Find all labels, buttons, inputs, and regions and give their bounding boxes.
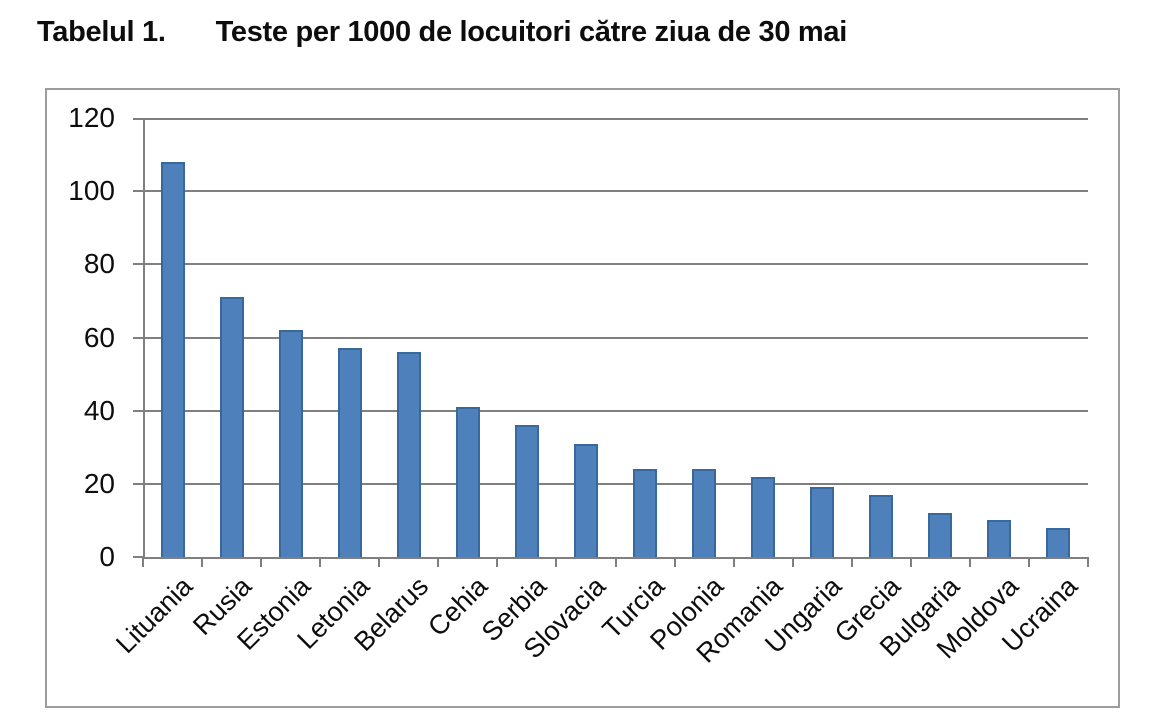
bar-lituania (161, 162, 185, 557)
gridline-40 (143, 410, 1088, 412)
y-tick-0 (133, 556, 145, 558)
x-axis-tick-0 (142, 557, 144, 567)
y-tick-label-60: 60 (83, 322, 115, 353)
x-axis-tick-12 (851, 557, 853, 567)
gridline-80 (143, 263, 1088, 265)
y-tick-label-100: 100 (68, 175, 115, 206)
x-axis-tick-3 (319, 557, 321, 567)
bar-serbia (515, 425, 539, 557)
bar-romania (751, 477, 775, 557)
bar-cehia (456, 407, 480, 557)
y-tick-label-0: 0 (99, 541, 115, 572)
bar-estonia (279, 330, 303, 557)
y-tick-label-20: 20 (83, 468, 115, 499)
x-axis-tick-5 (437, 557, 439, 567)
y-tick-label-120: 120 (68, 102, 115, 133)
x-axis-tick-10 (733, 557, 735, 567)
x-axis-tick-13 (910, 557, 912, 567)
bar-turcia (633, 469, 657, 557)
y-tick-20 (133, 483, 145, 485)
plot-area: 0 20 40 60 80 100 120 Lituania Rusia Estonia Leton… (68, 102, 1089, 669)
y-tick-80 (133, 263, 145, 265)
bar-bulgaria (928, 513, 952, 557)
y-tick-120 (133, 118, 145, 120)
bar-letonia (338, 348, 362, 557)
bar-belarus (397, 352, 421, 557)
y-tick-100 (133, 190, 145, 192)
bar-ungaria (810, 487, 834, 557)
gridline-60 (143, 337, 1088, 339)
x-axis-tick-4 (378, 557, 380, 567)
y-tick-label-80: 80 (83, 248, 115, 279)
chart-title: Tabelul 1. Teste per 1000 de locuitori că… (37, 16, 847, 49)
bar-slovacia (574, 444, 598, 557)
x-axis-tick-1 (201, 557, 203, 567)
bar-grecia (869, 495, 893, 557)
x-axis-tick-14 (969, 557, 971, 567)
y-tick-60 (133, 337, 145, 339)
y-tick-40 (133, 410, 145, 412)
x-axis-tick-6 (496, 557, 498, 567)
bar-moldova (987, 520, 1011, 557)
x-axis-tick-2 (260, 557, 262, 567)
bar-polonia (692, 469, 716, 557)
x-axis-tick-8 (615, 557, 617, 567)
x-axis-tick-16 (1087, 557, 1089, 567)
table-number-label: Tabelul 1. (37, 16, 166, 48)
bar-chart: 0 20 40 60 80 100 120 Lituania Rusia Estonia Leton… (45, 88, 1120, 708)
x-axis-tick-15 (1028, 557, 1030, 567)
gridline-120 (143, 118, 1088, 120)
x-axis-tick-11 (792, 557, 794, 567)
y-tick-label-40: 40 (83, 395, 115, 426)
chart-title-text: Teste per 1000 de locuitori către ziua d… (215, 16, 848, 48)
bar-ucraina (1046, 528, 1070, 557)
bar-rusia (220, 297, 244, 557)
gridline-20 (143, 483, 1088, 485)
gridline-100 (143, 190, 1088, 192)
x-axis-tick-9 (674, 557, 676, 567)
x-axis-tick-7 (555, 557, 557, 567)
